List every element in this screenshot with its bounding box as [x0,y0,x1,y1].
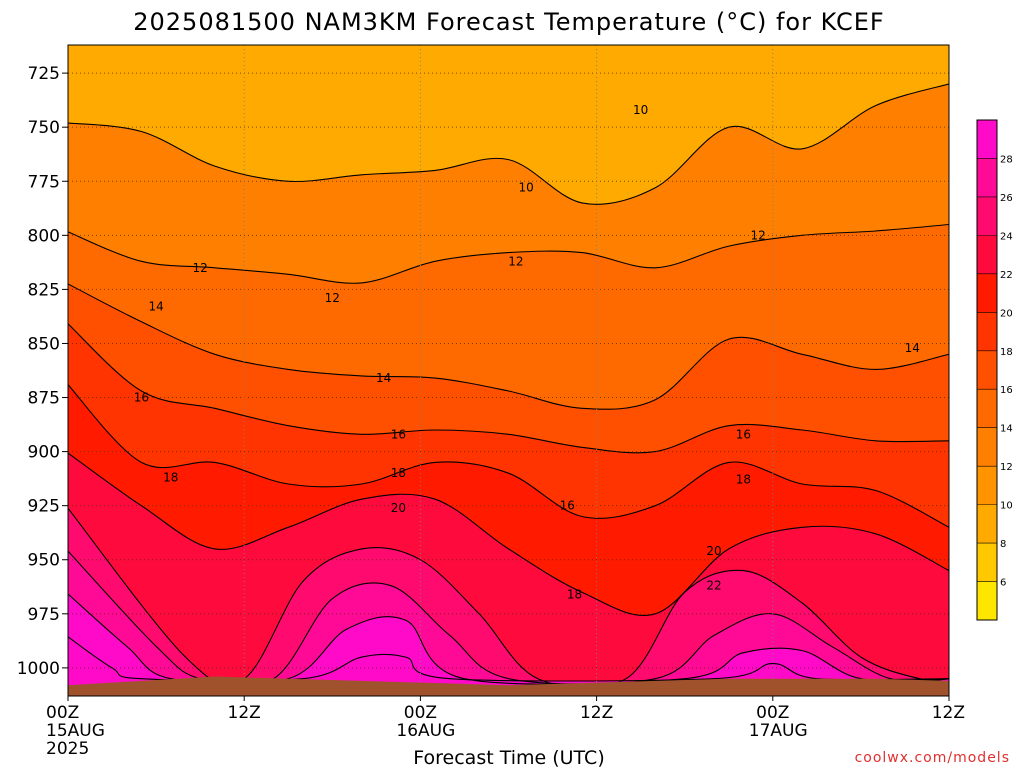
contour-label: 10 [633,103,648,117]
y-tick-label: 875 [28,389,60,409]
chart-title: 2025081500 NAM3KM Forecast Temperature (… [133,8,884,36]
isotherm-line [68,593,949,685]
ground-fill [68,676,949,696]
contour-label: 10 [518,181,533,195]
contour-label: 16 [736,427,751,441]
contour-label: 14 [905,341,920,355]
temperature-fill-bands [68,45,949,696]
y-tick-label: 825 [28,280,60,300]
colorbar-swatch [977,120,997,159]
contour-label: 20 [706,544,721,558]
contour-label: 12 [325,291,340,305]
y-tick-label: 850 [28,334,60,354]
colorbar-label: 6 [1000,578,1006,589]
colorbar-frame [976,119,998,621]
colorbar-label: 22 [1000,270,1013,281]
x-date-label: 2025 [46,739,89,759]
y-tick-label: 800 [28,226,60,246]
band-fill [68,551,949,696]
colorbar-label: 8 [1000,539,1006,550]
colorbar-swatch [977,581,997,620]
y-tick-label: 950 [28,551,60,571]
colorbar-swatch [977,196,997,236]
y-tick-label: 775 [28,172,60,192]
colorbar-label: 26 [1000,193,1013,204]
isotherm-line [68,223,949,284]
isotherm-line [68,283,949,410]
colorbar-swatch [977,158,997,197]
x-tick-label: 12Z [580,703,613,723]
contour-label: 12 [193,261,208,275]
y-tick-label: 725 [28,64,60,84]
temperature-colorbar: 6 8 10 12 14 16 18 20 22 24 26 28 [976,119,1013,621]
colorbar-swatch [977,312,997,351]
colorbar-swatch [977,389,997,428]
isotherm-line [68,83,949,205]
contour-label: 14 [148,300,163,314]
x-tick-label: 12Z [932,703,965,723]
credit-link[interactable]: coolwx.com/models [855,750,1010,766]
plot-area [68,45,949,696]
plot-frame [67,44,950,697]
colorbar-swatch [977,466,997,505]
colorbar-label: 28 [1000,154,1013,165]
x-date-label: 17AUG [749,721,808,741]
x-tick-label: 00Z [46,703,79,723]
colorbar-label: 16 [1000,385,1013,396]
colorbar-swatch [977,273,997,313]
isotherm-line [68,636,949,682]
y-tick-label: 750 [28,118,60,138]
contour-label: 14 [376,371,391,385]
contour-label: 16 [134,391,149,405]
colorbar-label: 20 [1000,308,1013,319]
y-tick-label: 1000 [17,659,60,679]
colorbar-swatch [977,543,997,582]
x-tick-label: 00Z [404,703,437,723]
x-tick-label: 00Z [756,703,789,723]
y-tick-label: 975 [28,605,60,625]
x-axis-title: Forecast Time (UTC) [413,747,604,768]
pressure-axis: 725 750 775 800 825 850 875 900 925 950 975 1000 [17,64,68,679]
x-date-label: 15AUG [46,721,105,741]
contour-label: 20 [391,501,406,515]
isotherm-line [68,452,949,616]
colorbar-label: 18 [1000,347,1013,358]
band-fill [68,593,949,696]
y-tick-label: 925 [28,497,60,517]
band-fill [68,45,949,205]
ground-surface [68,676,949,696]
pressure-gridlines [68,45,949,696]
colorbar-label: 12 [1000,462,1013,473]
isotherm-line [68,322,949,454]
isotherm-line [68,383,949,528]
contour-label: 12 [508,254,523,268]
x-date-label: 16AUG [396,721,455,741]
colorbar-swatch [977,235,997,274]
contour-label: 18 [163,471,178,485]
x-tick-label: 12Z [228,703,261,723]
colorbar-swatch [977,427,997,467]
contour-labels: 10 10 12 12 12 12 14 14 14 16 16 16 16 18 18 18 18 20 20 22 [134,103,920,601]
colorbar-label: 10 [1000,501,1013,512]
colorbar-swatch [977,504,997,544]
colorbar-label: 24 [1000,231,1013,242]
colorbar-swatch [977,350,997,390]
contour-label: 16 [560,499,575,513]
y-tick-label: 900 [28,443,60,463]
contour-label: 18 [391,466,406,480]
contour-label: 12 [750,228,765,242]
contour-label: 22 [706,579,721,593]
contour-label: 18 [567,587,582,601]
contour-label: 18 [736,473,751,487]
contour-label: 16 [391,427,406,441]
colorbar-label: 14 [1000,424,1013,435]
